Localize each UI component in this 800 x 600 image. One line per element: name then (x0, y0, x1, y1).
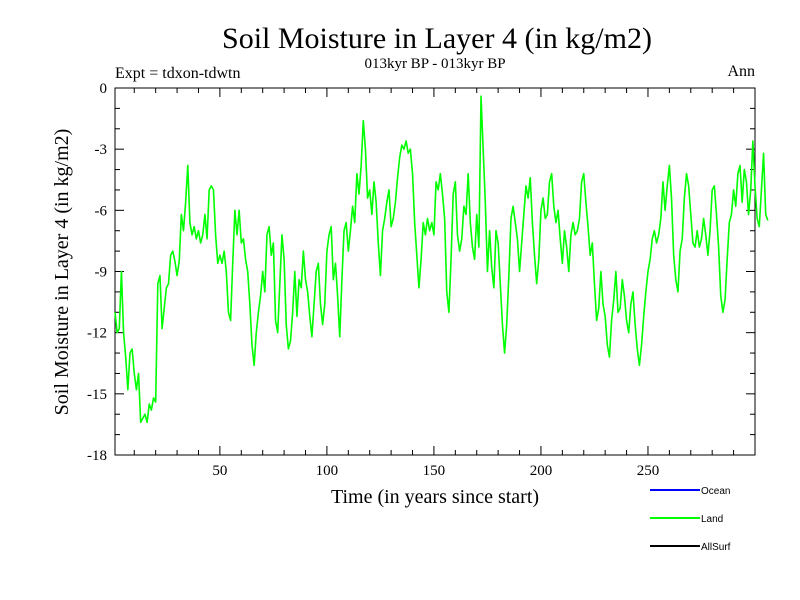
y-axis-label: Soil Moisture in Layer 4 (in kg/m2) (51, 129, 73, 416)
x-tick-label: 150 (423, 463, 446, 479)
experiment-label: Expt = tdxon-tdwtn (115, 65, 240, 82)
chart-subtitle: 013kyr BP - 013kyr BP (364, 56, 505, 72)
y-tick-label: -6 (95, 203, 108, 219)
x-tick-label: 200 (530, 463, 553, 479)
y-tick-label: 0 (100, 81, 108, 97)
legend-label-allsurf: AllSurf (701, 542, 731, 553)
legend: Ocean Land AllSurf (650, 486, 731, 553)
x-tick-label: 250 (637, 463, 660, 479)
y-tick-label: -15 (87, 387, 107, 403)
series-line-land (114, 95, 769, 424)
season-label: Ann (727, 63, 755, 80)
legend-label-ocean: Ocean (701, 486, 730, 497)
legend-label-land: Land (701, 514, 723, 525)
chart-title: Soil Moisture in Layer 4 (in kg/m2) (222, 22, 652, 55)
y-tick-label: -9 (95, 265, 108, 281)
x-axis-label: Time (in years since start) (331, 486, 539, 508)
y-tick-label: -3 (95, 142, 108, 158)
y-tick-label: -18 (87, 448, 107, 464)
x-tick-label: 100 (316, 463, 339, 479)
plot-area: 50 100 150 200 250 0 -3 -6 -9 -12 -15 -18 (87, 81, 769, 479)
x-tick-label: 50 (212, 463, 227, 479)
plot-frame (114, 87, 756, 456)
y-tick-label: -12 (87, 326, 107, 342)
